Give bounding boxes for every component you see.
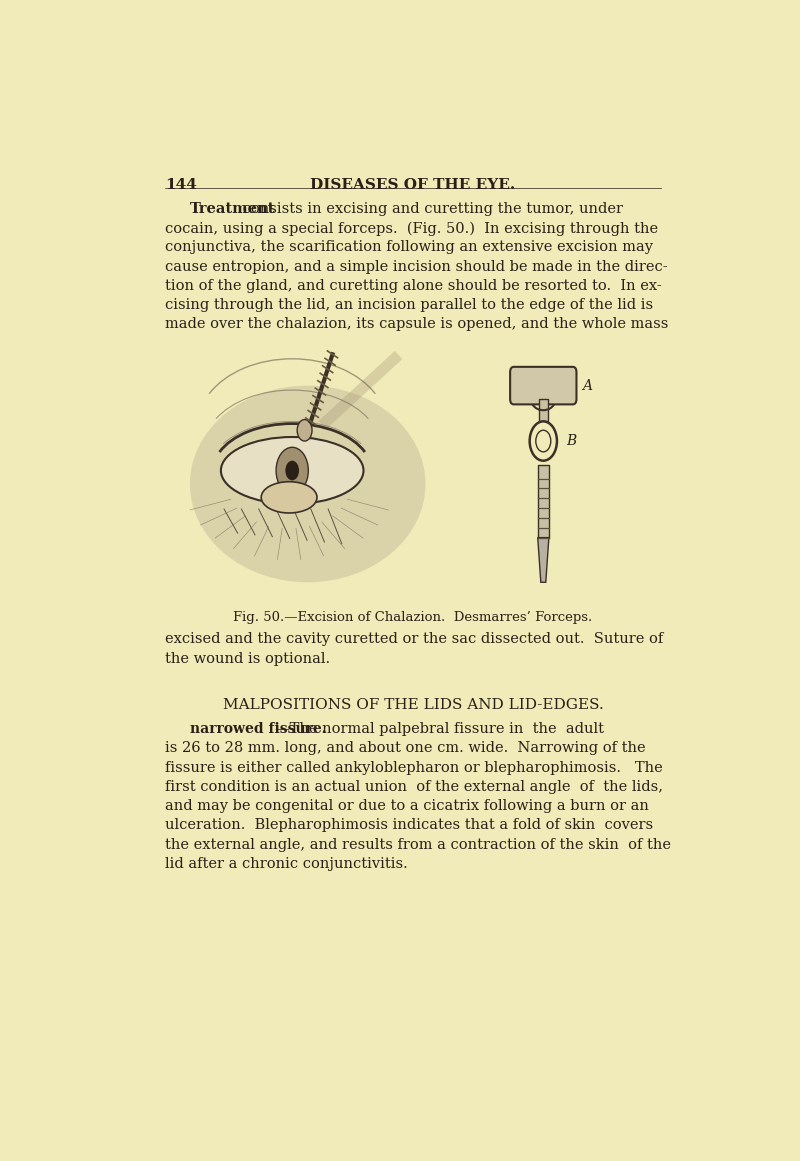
Bar: [538, 466, 549, 538]
Text: excised and the cavity curetted or the sac dissected out.  Suture of: excised and the cavity curetted or the s…: [165, 633, 663, 647]
Text: consists in excising and curetting the tumor, under: consists in excising and curetting the t…: [238, 202, 622, 216]
Text: fissure is either called ankyloblepharon or blepharophimosis.   The: fissure is either called ankyloblepharon…: [165, 760, 663, 774]
Ellipse shape: [221, 437, 363, 504]
Text: tion of the gland, and curetting alone should be resorted to.  In ex-: tion of the gland, and curetting alone s…: [165, 279, 662, 293]
Circle shape: [297, 419, 312, 441]
Text: ulceration.  Blepharophimosis indicates that a fold of skin  covers: ulceration. Blepharophimosis indicates t…: [165, 819, 654, 832]
Ellipse shape: [276, 447, 308, 493]
Polygon shape: [538, 538, 549, 583]
Text: cising through the lid, an incision parallel to the edge of the lid is: cising through the lid, an incision para…: [165, 298, 654, 312]
Text: narrowed fissure.: narrowed fissure.: [190, 722, 326, 736]
Text: DISEASES OF THE EYE.: DISEASES OF THE EYE.: [310, 178, 516, 192]
FancyBboxPatch shape: [510, 367, 577, 404]
Text: Fig. 50.—Excision of Chalazion.  Desmarres’ Forceps.: Fig. 50.—Excision of Chalazion. Desmarre…: [234, 611, 593, 623]
Text: is 26 to 28 mm. long, and about one cm. wide.  Narrowing of the: is 26 to 28 mm. long, and about one cm. …: [165, 742, 646, 756]
Text: the wound is optional.: the wound is optional.: [165, 651, 330, 665]
Text: B: B: [566, 434, 577, 448]
Text: made over the chalazion, its capsule is opened, and the whole mass: made over the chalazion, its capsule is …: [165, 317, 669, 331]
Text: the external angle, and results from a contraction of the skin  of the: the external angle, and results from a c…: [165, 837, 671, 851]
Ellipse shape: [262, 482, 317, 513]
Text: —The normal palpebral fissure in  the  adult: —The normal palpebral fissure in the adu…: [275, 722, 605, 736]
Text: conjunctiva, the scarification following an extensive excision may: conjunctiva, the scarification following…: [165, 240, 653, 254]
Text: and may be congenital or due to a cicatrix following a burn or an: and may be congenital or due to a cicatr…: [165, 799, 649, 813]
Bar: [165, 341, 661, 600]
Ellipse shape: [190, 385, 426, 583]
Circle shape: [536, 431, 551, 452]
Circle shape: [530, 421, 557, 461]
Ellipse shape: [286, 461, 299, 481]
Text: cocain, using a special forceps.  (Fig. 50.)  In excising through the: cocain, using a special forceps. (Fig. 5…: [165, 221, 658, 236]
Text: 144: 144: [165, 178, 197, 192]
Text: A: A: [582, 378, 592, 392]
Text: first condition is an actual union  of the external angle  of  the lids,: first condition is an actual union of th…: [165, 780, 663, 794]
Text: MALPOSITIONS OF THE LIDS AND LID-EDGES.: MALPOSITIONS OF THE LIDS AND LID-EDGES.: [222, 698, 603, 712]
Text: cause entropion, and a simple incision should be made in the direc-: cause entropion, and a simple incision s…: [165, 260, 668, 274]
Bar: [538, 399, 548, 421]
Text: lid after a chronic conjunctivitis.: lid after a chronic conjunctivitis.: [165, 857, 408, 871]
Text: Treatment: Treatment: [190, 202, 275, 216]
